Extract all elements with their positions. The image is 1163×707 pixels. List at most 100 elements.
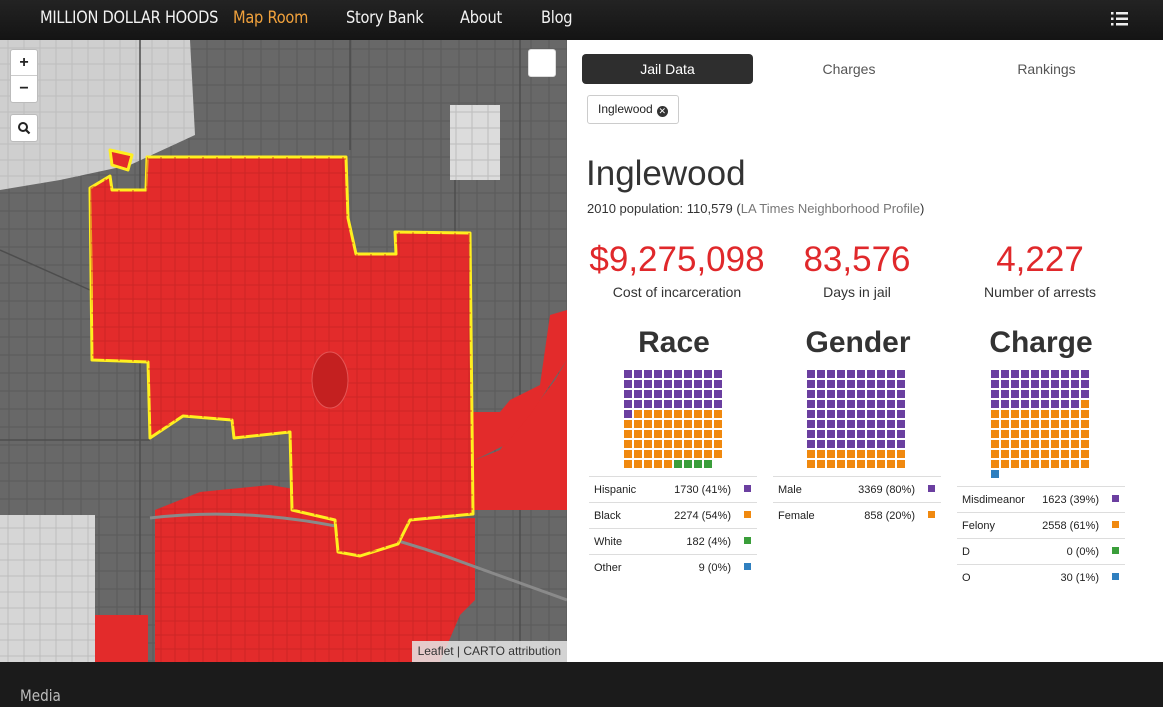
- waffle-cell-purple: [714, 400, 722, 408]
- waffle-cell-orange: [644, 450, 652, 458]
- waffle-cell-orange: [877, 450, 885, 458]
- waffle-cell-orange: [1001, 460, 1009, 468]
- waffle-cell-purple: [704, 370, 712, 378]
- waffle-cell-purple: [867, 440, 875, 448]
- attribution-separator: |: [453, 644, 464, 658]
- waffle-cell-orange: [1011, 460, 1019, 468]
- waffle-cell-purple: [867, 430, 875, 438]
- waffle-cell-purple: [664, 390, 672, 398]
- waffle-cell-purple: [877, 440, 885, 448]
- waffle-cell-orange: [991, 410, 999, 418]
- map-search-button[interactable]: [10, 114, 38, 142]
- waffle-cell-purple: [867, 420, 875, 428]
- waffle-cell-purple: [827, 370, 835, 378]
- legend-label: Black: [594, 510, 621, 522]
- waffle-cell-orange: [664, 430, 672, 438]
- waffle-cell-purple: [1031, 370, 1039, 378]
- neighborhood-profile-link[interactable]: LA Times Neighborhood Profile: [740, 201, 920, 216]
- leaflet-link[interactable]: Leaflet: [417, 644, 454, 658]
- waffle-cell-orange: [674, 440, 682, 448]
- waffle-cell-purple: [1001, 380, 1009, 388]
- waffle-cell-purple: [827, 400, 835, 408]
- legend-label: O: [962, 572, 971, 584]
- legend-value: 0 (0%): [1066, 546, 1099, 558]
- charge-legend-table: Misdimeanor 1623 (39%) Felony 2558 (61%) D 0 …: [957, 486, 1125, 590]
- brand-link[interactable]: MILLION DOLLAR HOODS: [40, 8, 219, 28]
- waffle-cell-green: [684, 460, 692, 468]
- nav-map-room[interactable]: Map Room: [233, 8, 309, 28]
- waffle-cell-orange: [1031, 440, 1039, 448]
- stat-cost-value: $9,275,098: [589, 240, 765, 279]
- waffle-cell-purple: [817, 410, 825, 418]
- waffle-cell-purple: [817, 430, 825, 438]
- waffle-cell-purple: [877, 370, 885, 378]
- waffle-cell-purple: [1041, 370, 1049, 378]
- legend-row: Male 3369 (80%): [773, 476, 941, 502]
- layer-toggle-button[interactable]: [528, 49, 556, 77]
- waffle-cell-purple: [847, 410, 855, 418]
- waffle-cell-orange: [807, 460, 815, 468]
- waffle-cell-purple: [1071, 370, 1079, 378]
- nav-about[interactable]: About: [460, 8, 502, 28]
- map-view[interactable]: + − Leaflet | CARTO attribution: [0, 40, 567, 662]
- legend-swatch: [928, 485, 935, 492]
- waffle-cell-purple: [1051, 390, 1059, 398]
- waffle-cell-orange: [634, 460, 642, 468]
- waffle-cell-purple: [847, 370, 855, 378]
- tab-jail-data[interactable]: Jail Data: [582, 54, 753, 84]
- waffle-cell-purple: [1061, 370, 1069, 378]
- map-basemap: [0, 40, 567, 662]
- waffle-cell-purple: [1011, 380, 1019, 388]
- waffle-cell-orange: [664, 460, 672, 468]
- tab-charges[interactable]: Charges: [822, 61, 876, 77]
- legend-swatch: [1112, 573, 1119, 580]
- close-circle-icon[interactable]: ✕: [656, 106, 668, 117]
- filter-chip[interactable]: Inglewood ✕: [587, 95, 679, 124]
- waffle-cell-purple: [684, 370, 692, 378]
- zoom-out-button[interactable]: −: [19, 80, 29, 97]
- waffle-cell-purple: [991, 370, 999, 378]
- waffle-cell-orange: [664, 450, 672, 458]
- waffle-cell-purple: [857, 380, 865, 388]
- waffle-cell-orange: [714, 410, 722, 418]
- waffle-cell-orange: [877, 460, 885, 468]
- waffle-cell-purple: [837, 370, 845, 378]
- waffle-cell-orange: [714, 430, 722, 438]
- waffle-cell-orange: [644, 430, 652, 438]
- waffle-cell-purple: [817, 380, 825, 388]
- data-panel: Jail Data Charges Rankings Inglewood ✕ In…: [567, 40, 1163, 662]
- waffle-cell-purple: [897, 380, 905, 388]
- waffle-cell-purple: [807, 390, 815, 398]
- waffle-cell-orange: [1051, 460, 1059, 468]
- footer-media-link[interactable]: Media: [20, 686, 61, 705]
- waffle-cell-green: [694, 460, 702, 468]
- list-icon[interactable]: [1111, 11, 1129, 27]
- gender-title: Gender: [805, 326, 911, 359]
- waffle-cell-purple: [1031, 380, 1039, 388]
- waffle-cell-purple: [714, 380, 722, 388]
- waffle-cell-orange: [1041, 430, 1049, 438]
- waffle-cell-orange: [1031, 420, 1039, 428]
- waffle-cell-orange: [694, 410, 702, 418]
- nav-blog[interactable]: Blog: [541, 8, 573, 28]
- waffle-cell-orange: [654, 440, 662, 448]
- waffle-cell-purple: [887, 410, 895, 418]
- waffle-cell-purple: [1001, 390, 1009, 398]
- waffle-cell-purple: [817, 400, 825, 408]
- waffle-cell-purple: [867, 410, 875, 418]
- waffle-cell-purple: [807, 370, 815, 378]
- waffle-cell-purple: [877, 400, 885, 408]
- nav-story-bank[interactable]: Story Bank: [346, 8, 424, 28]
- waffle-cell-orange: [1051, 410, 1059, 418]
- waffle-cell-orange: [897, 460, 905, 468]
- waffle-cell-orange: [654, 450, 662, 458]
- zoom-in-button[interactable]: +: [11, 50, 37, 76]
- legend-swatch: [1112, 521, 1119, 528]
- waffle-cell-orange: [634, 450, 642, 458]
- waffle-cell-purple: [1011, 370, 1019, 378]
- tab-rankings[interactable]: Rankings: [1017, 61, 1076, 77]
- waffle-cell-purple: [1071, 380, 1079, 388]
- legend-swatch: [744, 511, 751, 518]
- carto-link[interactable]: CARTO attribution: [463, 644, 561, 658]
- legend-label: Misdimeanor: [962, 494, 1025, 506]
